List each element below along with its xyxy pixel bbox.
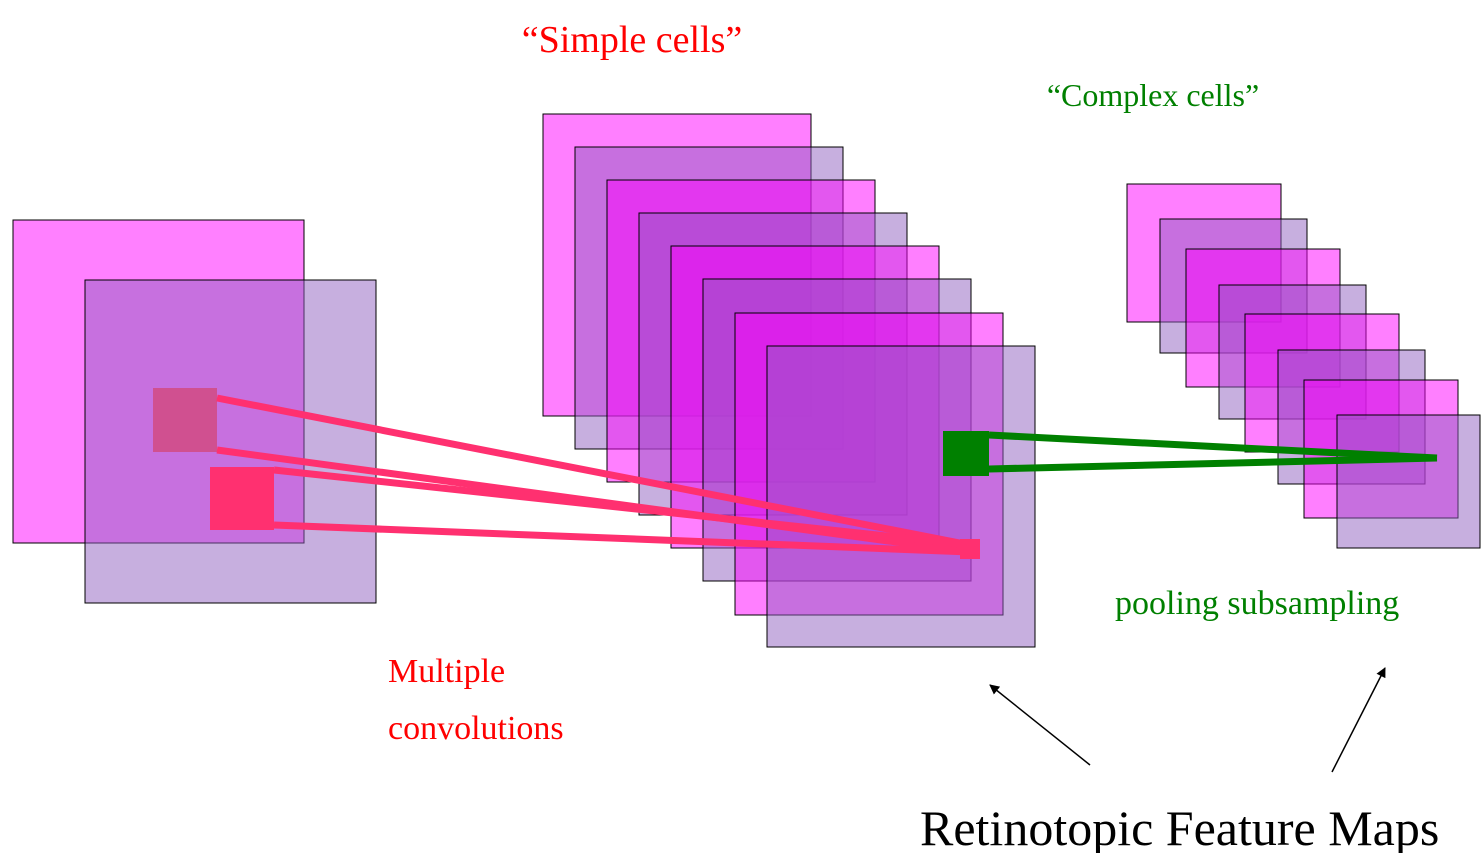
feature-map <box>766 345 1036 648</box>
connection-lines <box>216 394 971 556</box>
pooling-label: pooling subsampling <box>1115 585 1399 622</box>
arrow <box>1331 667 1386 773</box>
feature-maps-label: Retinotopic Feature Maps <box>920 800 1439 853</box>
output-unit <box>960 539 980 559</box>
arrow <box>989 684 1091 766</box>
input-map <box>84 279 377 604</box>
pooling-field <box>943 431 989 476</box>
convolution-connections <box>153 388 980 559</box>
convolutions-label: Multiple <box>388 653 505 690</box>
simple-cell-maps <box>542 113 1036 648</box>
input-maps <box>12 219 377 604</box>
complex-cells-label: “Complex cells” <box>1047 77 1259 113</box>
complex-cell-maps <box>1126 183 1481 549</box>
simple-cells-label: “Simple cells” <box>522 19 743 61</box>
convolutions-label: convolutions <box>388 710 564 747</box>
pooling-connections <box>943 431 1438 476</box>
feature-map <box>1336 414 1481 549</box>
receptive-field <box>210 467 274 530</box>
receptive-field <box>153 388 217 452</box>
